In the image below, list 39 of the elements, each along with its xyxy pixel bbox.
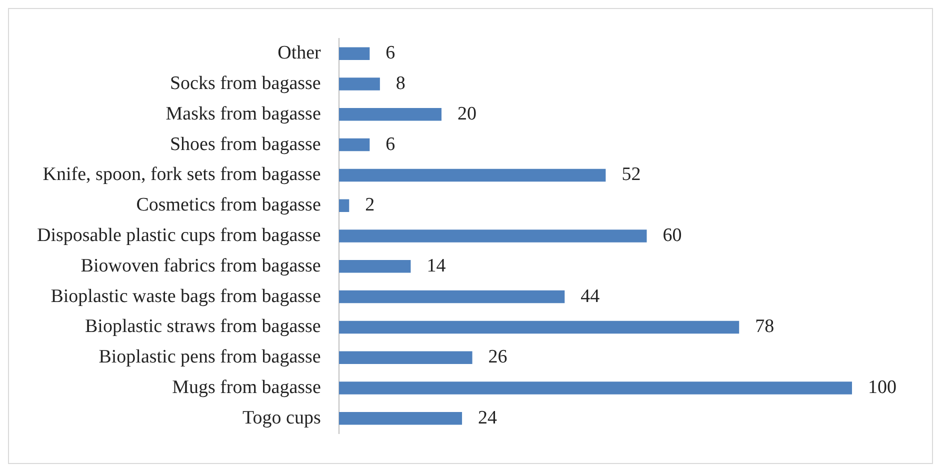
y-tick-label: Knife, spoon, fork sets from bagasse <box>42 164 321 186</box>
data-label: 26 <box>488 346 508 368</box>
bar <box>338 138 370 152</box>
data-label: 78 <box>755 316 774 338</box>
data-label: 24 <box>478 407 498 428</box>
bar <box>338 230 647 242</box>
bar <box>338 108 442 121</box>
data-label: 8 <box>396 72 406 94</box>
data-label: 60 <box>662 224 682 246</box>
bar <box>338 260 411 273</box>
bar <box>338 47 370 60</box>
data-label: 2 <box>365 194 375 216</box>
data-label: 20 <box>458 103 476 124</box>
bar <box>338 382 852 394</box>
data-label: 100 <box>868 376 896 398</box>
data-label: 44 <box>580 286 600 307</box>
data-label: 14 <box>426 255 446 276</box>
y-tick-label: Masks from bagasse <box>166 103 321 124</box>
y-tick-label: Cosmetics from bagasse <box>136 194 321 216</box>
y-tick-label: Mugs from bagasse <box>172 376 321 398</box>
bar <box>338 351 472 364</box>
data-label: 52 <box>622 164 641 186</box>
bar <box>338 168 606 182</box>
y-tick-label: Bioplastic pens from bagasse <box>98 346 321 368</box>
data-label: 6 <box>386 134 396 155</box>
y-tick-label: Bioplastic straws from bagasse <box>85 316 321 338</box>
y-tick-label: Socks from bagasse <box>170 72 321 94</box>
y-tick-label: Biowoven fabrics from bagasse <box>80 255 321 276</box>
y-tick-label: Other <box>278 42 322 64</box>
y-tick-label: Shoes from bagasse <box>170 134 321 155</box>
bar <box>338 290 565 304</box>
bar <box>338 199 350 212</box>
bar <box>338 412 462 425</box>
bar <box>338 78 380 90</box>
y-tick-label: Disposable plastic cups from bagasse <box>36 224 321 246</box>
y-tick-label: Bioplastic waste bags from bagasse <box>50 286 321 307</box>
data-label: 6 <box>386 42 396 64</box>
bar <box>338 320 740 334</box>
y-tick-label: Togo cups <box>242 407 321 428</box>
